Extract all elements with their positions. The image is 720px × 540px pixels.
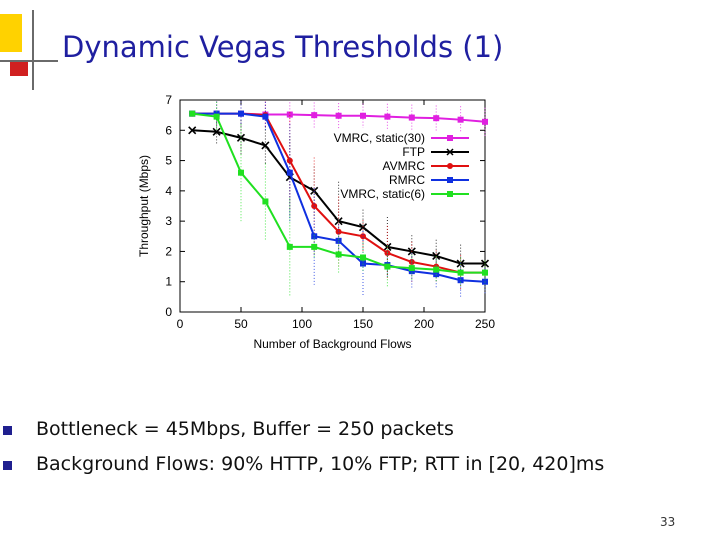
x-tick-label: 150 xyxy=(353,317,373,331)
data-point xyxy=(433,115,440,122)
legend-marker xyxy=(447,177,453,183)
legend-label: RMRC xyxy=(389,173,425,187)
y-tick-label: 6 xyxy=(165,123,172,137)
data-point xyxy=(360,112,366,119)
data-point xyxy=(482,269,488,276)
bullet-item: Bottleneck = 45Mbps, Buffer = 250 packet… xyxy=(0,418,720,446)
data-point xyxy=(286,111,293,118)
y-axis-label: Throughput (Mbps) xyxy=(137,155,151,257)
y-tick-label: 7 xyxy=(165,93,172,107)
data-point xyxy=(433,266,440,273)
legend-label: FTP xyxy=(402,145,425,159)
legend-marker xyxy=(447,135,453,141)
data-point xyxy=(335,251,342,258)
bullet-icon xyxy=(3,426,12,435)
data-point xyxy=(457,116,464,123)
data-point xyxy=(311,243,318,250)
data-point xyxy=(432,251,441,261)
bullet-item: Background Flows: 90% HTTP, 10% FTP; RTT… xyxy=(0,453,720,481)
corner-decoration xyxy=(0,0,60,100)
data-point xyxy=(311,112,318,119)
data-point xyxy=(213,110,220,117)
bullet-text: Background Flows: 90% HTTP, 10% FTP; RTT… xyxy=(36,453,605,475)
data-point xyxy=(189,110,196,117)
red-square xyxy=(10,60,28,76)
x-tick-label: 0 xyxy=(177,317,184,331)
data-point xyxy=(457,277,464,284)
data-point xyxy=(360,254,366,261)
legend-marker xyxy=(447,163,453,169)
y-tick-label: 4 xyxy=(165,184,172,198)
plot-frame xyxy=(179,99,486,313)
y-tick-label: 1 xyxy=(165,275,172,289)
page-number: 33 xyxy=(660,515,676,529)
data-point xyxy=(238,169,244,176)
legend-marker xyxy=(446,148,454,156)
data-point xyxy=(408,265,415,272)
legend-label: VMRC, static(30) xyxy=(334,131,425,145)
data-point xyxy=(238,110,244,117)
data-point xyxy=(457,269,464,276)
data-point xyxy=(188,126,197,135)
throughput-chart: 0 1 2 3 4 5 6 7 0 50 100 150 200 250 Number of Backgro… xyxy=(137,93,495,351)
data-point xyxy=(335,237,342,244)
data-point xyxy=(213,113,220,120)
data-point xyxy=(384,263,391,270)
data-point xyxy=(408,259,415,266)
data-point xyxy=(236,133,246,142)
data-point xyxy=(360,233,366,240)
data-point xyxy=(358,223,368,232)
legend-marker xyxy=(447,191,453,197)
x-tick-label: 50 xyxy=(234,317,248,331)
data-point xyxy=(311,233,318,240)
data-point xyxy=(261,141,270,150)
x-tick-label: 200 xyxy=(414,317,434,331)
vertical-rule xyxy=(32,10,34,90)
data-point xyxy=(335,112,342,119)
data-point xyxy=(408,114,415,121)
bullet-icon xyxy=(3,461,12,470)
data-point xyxy=(286,169,293,176)
y-tick-label: 0 xyxy=(165,305,172,319)
data-point xyxy=(335,228,342,235)
data-point xyxy=(482,118,488,125)
data-point xyxy=(384,113,391,120)
yellow-square xyxy=(0,14,22,52)
x-tick-label: 100 xyxy=(292,317,312,331)
bullet-text: Bottleneck = 45Mbps, Buffer = 250 packet… xyxy=(36,418,454,440)
data-point xyxy=(286,243,293,250)
slide-title: Dynamic Vegas Thresholds (1) xyxy=(62,30,504,64)
data-point xyxy=(408,268,415,275)
x-axis-label: Number of Background Flows xyxy=(253,337,411,351)
horizontal-rule xyxy=(0,60,58,62)
data-point xyxy=(212,127,221,136)
legend-label: VMRC, static(6) xyxy=(340,187,425,201)
x-tick-label: 250 xyxy=(475,317,495,331)
legend-label: AVMRC xyxy=(383,159,426,173)
y-tick-label: 2 xyxy=(165,244,172,258)
data-point xyxy=(360,260,366,267)
data-point xyxy=(262,198,269,205)
y-tick-label: 3 xyxy=(165,214,172,228)
y-tick-label: 5 xyxy=(165,154,172,168)
data-point xyxy=(262,113,269,120)
